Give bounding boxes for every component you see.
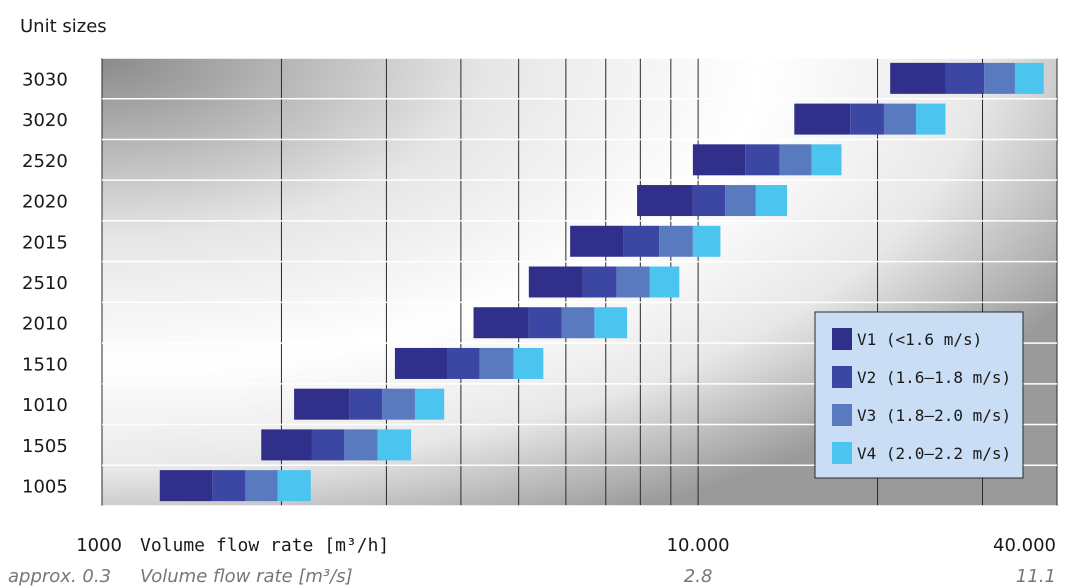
y-tick-label: 1505	[22, 436, 68, 457]
bar-1010-v1	[294, 388, 350, 420]
bar-2520-v2	[745, 144, 780, 176]
bar-1005-v2	[212, 470, 246, 502]
bar-2010-v2	[528, 307, 562, 339]
bars	[159, 62, 1044, 502]
bar-3030-v3	[984, 62, 1015, 94]
bar-3020-v2	[850, 103, 884, 135]
legend: V1 (<1.6 m/s) V2 (1.6–1.8 m/s) V3 (1.8–2.0…	[814, 311, 1024, 479]
x-tick-label-secondary: approx. 0.3	[8, 566, 111, 586]
legend-label: V4 (2.0–2.2 m/s)	[857, 444, 1011, 463]
bar-1505-v3	[344, 429, 378, 461]
bar-3030-v1	[890, 62, 946, 94]
bar-2010-v3	[561, 307, 595, 339]
y-tick-label: 2510	[22, 273, 68, 294]
bar-1505-v1	[261, 429, 312, 461]
y-tick-label: 1005	[22, 477, 68, 498]
bar-1510-v3	[479, 347, 514, 379]
bar-2015-v2	[623, 225, 660, 257]
y-tick-label: 2015	[22, 232, 68, 253]
legend-swatch	[832, 328, 852, 350]
bar-2020-v4	[755, 185, 788, 217]
x-tick-label: 10.000	[667, 535, 730, 556]
bar-2010-v4	[594, 307, 628, 339]
bar-1005-v1	[159, 470, 213, 502]
y-tick-label: 2010	[22, 314, 68, 335]
bar-2010-v1	[473, 307, 529, 339]
y-tick-label: 2520	[22, 151, 68, 172]
y-tick-label: 1010	[22, 395, 68, 416]
x-tick-label-secondary: 11.1	[1016, 566, 1056, 586]
bar-1010-v3	[382, 388, 415, 420]
bar-2510-v3	[616, 266, 650, 298]
x-tick-label-secondary: 2.8	[684, 566, 713, 586]
bar-2520-v3	[779, 144, 812, 176]
bar-3020-v1	[794, 103, 851, 135]
legend-swatch	[832, 404, 852, 426]
bar-2015-v3	[659, 225, 693, 257]
bar-2015-v4	[692, 225, 721, 257]
y-tick-label: 3030	[22, 69, 68, 90]
bar-1505-v4	[377, 429, 412, 461]
bar-1010-v4	[414, 388, 445, 420]
x-axis-title: Volume flow rate [m³/h]	[140, 535, 389, 556]
x-tick-label: 1000	[76, 535, 122, 556]
bar-2020-v2	[692, 185, 726, 217]
bar-2520-v4	[811, 144, 842, 176]
bar-3030-v4	[1014, 62, 1044, 94]
bar-3020-v4	[915, 103, 946, 135]
y-tick-label: 1510	[22, 354, 68, 375]
bar-2510-v2	[582, 266, 617, 298]
bar-2020-v3	[725, 185, 756, 217]
bar-3030-v2	[945, 62, 985, 94]
legend-swatch	[832, 366, 852, 388]
y-tick-labels: 3030 3020 2520 2020 2015 2510 2010 1510 1010 1505…	[22, 69, 68, 497]
legend-swatch	[832, 442, 852, 464]
bar-2520-v1	[692, 144, 746, 176]
bar-2510-v4	[649, 266, 680, 298]
bar-1510-v4	[513, 347, 544, 379]
bar-1510-v1	[394, 347, 448, 379]
legend-label: V1 (<1.6 m/s)	[857, 330, 982, 349]
x-tick-label: 40.000	[993, 535, 1056, 556]
bar-1005-v3	[245, 470, 278, 502]
x-axis-title-secondary: Volume flow rate [m³/s]	[140, 566, 353, 586]
bar-2510-v1	[528, 266, 583, 298]
bar-1505-v2	[311, 429, 345, 461]
bar-3020-v3	[883, 103, 916, 135]
bar-1010-v2	[349, 388, 383, 420]
y-axis-title: Unit sizes	[20, 16, 107, 37]
bar-2015-v1	[570, 225, 624, 257]
legend-label: V2 (1.6–1.8 m/s)	[857, 368, 1011, 387]
bar-1510-v2	[447, 347, 480, 379]
legend-label: V3 (1.8–2.0 m/s)	[857, 406, 1011, 425]
x-tick-labels: 1000 approx. 0.3 10.000 2.8 40.000 11.1	[8, 535, 1056, 586]
y-tick-label: 3020	[22, 110, 68, 131]
y-tick-label: 2020	[22, 192, 68, 213]
bar-1005-v4	[277, 470, 311, 502]
bar-2020-v1	[637, 185, 693, 217]
